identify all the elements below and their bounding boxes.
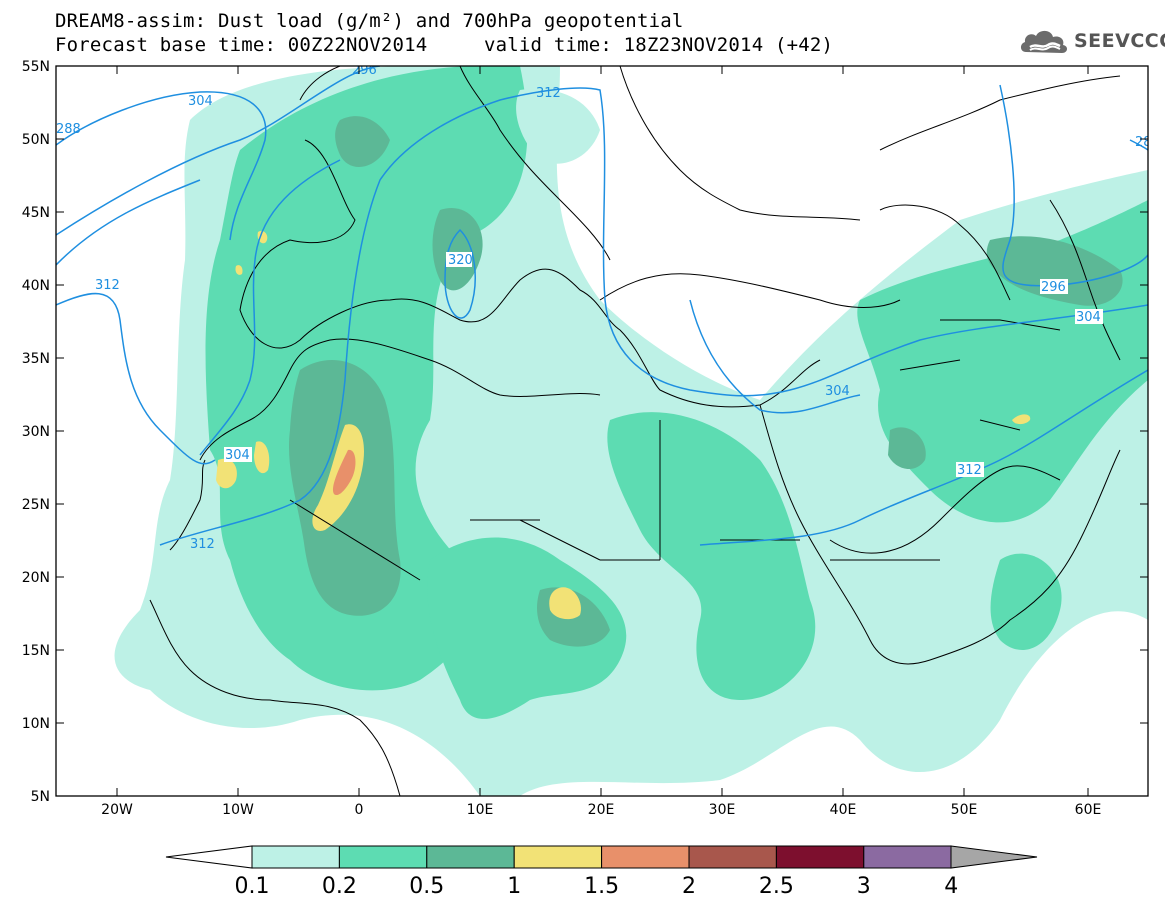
lat-label: 25N [22, 497, 50, 513]
lon-label: 20E [588, 802, 615, 818]
lon-label: 40E [830, 802, 857, 818]
colorbar-low-arrow [165, 845, 253, 869]
dust-level-5 [332, 449, 356, 496]
longitude-labels: 20W 10W 0 10E 20E 30E 40E 50E 60E [101, 802, 1101, 818]
colorbar-segment [775, 845, 865, 869]
colorbar-label: 1 [507, 874, 521, 899]
contour-label: 296 [352, 63, 377, 78]
colorbar-high-arrow [950, 845, 1038, 869]
geopotential-contours [56, 66, 1148, 546]
contour-label: 28 [1135, 135, 1152, 150]
valid-time: valid time: 18Z23NOV2014 (+42) [484, 34, 834, 56]
lon-label: 50E [951, 802, 978, 818]
contour-label: 312 [957, 463, 982, 478]
colorbar-segment [251, 845, 340, 869]
contour-label: 312 [190, 537, 215, 552]
contour-label: 312 [536, 86, 561, 101]
colorbar-segment [426, 845, 515, 869]
colorbar-label: 0.5 [409, 874, 444, 899]
contour-label: 304 [188, 94, 213, 109]
forecast-base-time: Forecast base time: 00Z22NOV2014 [55, 34, 428, 56]
contour-label: 304 [1076, 310, 1101, 325]
cloud-icon [1020, 30, 1068, 53]
colorbar-label: 0.2 [322, 874, 357, 899]
contour-label: 320 [448, 253, 473, 268]
lon-label: 10E [467, 802, 494, 818]
lat-label: 5N [31, 789, 50, 805]
colorbar-segment [601, 845, 690, 869]
lat-label: 45N [22, 205, 50, 221]
seevccc-logo: SEEVCCC [1018, 26, 1165, 56]
colorbar-segment [863, 845, 952, 869]
contour-label: 304 [825, 384, 850, 399]
logo-text: SEEVCCC [1074, 30, 1165, 52]
colorbar-segments [251, 845, 952, 869]
contour-label: 296 [1041, 280, 1066, 295]
map-title: DREAM8-assim: Dust load (g/m²) and 700hP… [55, 10, 684, 32]
colorbar: 0.1 0.2 0.5 1 1.5 2 2.5 3 4 [165, 845, 1038, 899]
colorbar-segment [688, 845, 777, 869]
lat-label: 20N [22, 570, 50, 586]
lon-label: 30E [709, 802, 736, 818]
colorbar-label: 0.1 [235, 874, 270, 899]
colorbar-label: 2.5 [759, 874, 794, 899]
lon-label: 20W [101, 802, 133, 818]
contour-label: 304 [225, 448, 250, 463]
longitude-axis [116, 66, 1089, 796]
coastlines [149, 66, 1121, 796]
contour-labels: 296 304 312 320 288 304 312 296 304 304 … [56, 63, 1152, 478]
lat-label: 30N [22, 424, 50, 440]
colorbar-segment [338, 845, 428, 869]
lon-label: 10W [222, 802, 254, 818]
lat-label: 35N [22, 351, 50, 367]
colorbar-label: 2 [682, 874, 696, 899]
lon-label: 0 [355, 802, 364, 818]
colorbar-labels: 0.1 0.2 0.5 1 1.5 2 2.5 3 4 [235, 874, 959, 899]
lat-label: 10N [22, 716, 50, 732]
map-area: 296 304 312 320 288 304 312 296 304 304 … [56, 63, 1152, 796]
colorbar-label: 4 [944, 874, 958, 899]
latitude-labels: 55N 50N 45N 40N 35N 30N 25N 20N 15N 10N … [22, 59, 50, 805]
colorbar-label: 3 [857, 874, 871, 899]
lat-label: 50N [22, 132, 50, 148]
latitude-axis [56, 65, 1148, 797]
lat-label: 55N [22, 59, 50, 75]
contour-label: 288 [56, 122, 81, 137]
lon-label: 60E [1075, 802, 1102, 818]
colorbar-label: 1.5 [584, 874, 619, 899]
lat-label: 15N [22, 643, 50, 659]
colorbar-segment [513, 845, 603, 869]
contour-label: 312 [95, 278, 120, 293]
lat-label: 40N [22, 278, 50, 294]
